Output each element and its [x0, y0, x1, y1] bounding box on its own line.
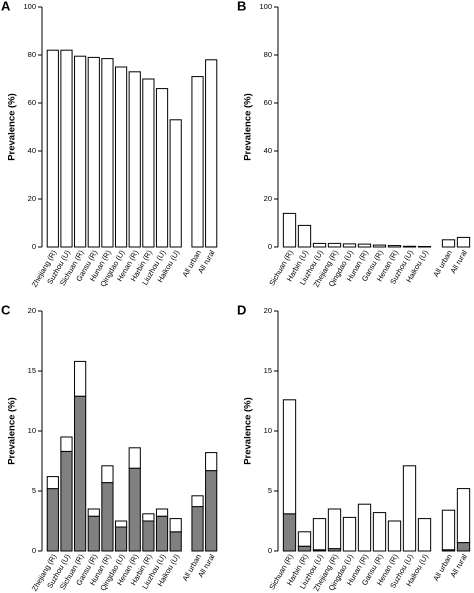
bar: [402, 465, 417, 552]
bar: [342, 243, 357, 248]
bar: [169, 531, 182, 552]
bar: [87, 508, 100, 517]
y-tick-label: 0: [268, 546, 272, 555]
bar: [128, 447, 141, 469]
bar: [169, 518, 182, 533]
bar: [282, 513, 297, 552]
bar: [297, 531, 312, 547]
bar: [372, 512, 387, 552]
bar: [357, 503, 372, 552]
y-tick-label: 5: [32, 486, 36, 495]
y-tick-label: 20: [264, 194, 272, 203]
bar: [60, 49, 73, 248]
bar: [327, 508, 342, 550]
bar: [128, 71, 141, 248]
y-tick-label: 10: [28, 426, 36, 435]
y-tick-label: 20: [28, 306, 36, 315]
bar: [191, 76, 204, 248]
y-tick-label: 80: [264, 50, 272, 59]
y-tick-label: 0: [32, 546, 36, 555]
bar: [372, 244, 387, 248]
y-tick-label: 60: [28, 98, 36, 107]
panel-label: A: [1, 0, 11, 13]
bar: [327, 242, 342, 248]
bar: [387, 245, 402, 248]
y-tick-label: 0: [268, 242, 272, 251]
x-tick-label: All urban: [431, 552, 454, 582]
panel-label: D: [237, 302, 246, 317]
y-tick-label: 40: [28, 146, 36, 155]
bar: [205, 452, 218, 472]
bar: [101, 465, 114, 484]
bar: [74, 395, 87, 552]
y-tick-label: 80: [28, 50, 36, 59]
y-axis-label: Prevalence (%): [7, 93, 18, 161]
bar: [114, 520, 128, 528]
bar: [114, 526, 128, 552]
y-tick-label: 0: [32, 242, 36, 251]
bar: [282, 212, 297, 248]
y-axis-label: Prevalence (%): [7, 397, 18, 465]
bar: [142, 513, 155, 522]
bar: [101, 58, 114, 248]
bar: [191, 506, 204, 552]
bar: [101, 482, 114, 552]
bar: [205, 470, 218, 552]
bar: [114, 66, 128, 248]
bar: [74, 55, 87, 248]
bar: [387, 520, 402, 552]
bar: [46, 49, 59, 248]
y-tick-label: 10: [264, 426, 272, 435]
bar: [46, 476, 59, 490]
bar: [402, 245, 417, 248]
y-axis-label: Prevalence (%): [243, 397, 254, 465]
panel-label: C: [1, 302, 11, 317]
x-tick-label: All urban: [431, 248, 454, 278]
bar: [456, 236, 471, 248]
bar: [169, 119, 182, 248]
y-tick-label: 100: [23, 2, 36, 11]
bar: [282, 399, 297, 515]
bar: [60, 436, 73, 452]
y-tick-label: 15: [28, 366, 36, 375]
y-tick-label: 60: [264, 98, 272, 107]
bar: [87, 515, 100, 552]
y-tick-label: 20: [28, 194, 36, 203]
panel-label: B: [237, 0, 246, 13]
bar: [456, 542, 471, 552]
bar: [74, 360, 87, 397]
bar: [312, 518, 327, 551]
bar: [357, 243, 372, 248]
y-tick-label: 40: [264, 146, 272, 155]
bar: [155, 515, 169, 552]
bar: [456, 488, 471, 544]
bar: [142, 520, 155, 552]
bar: [155, 508, 169, 517]
bar: [297, 224, 312, 248]
bar: [142, 78, 155, 248]
bar: [417, 518, 432, 552]
y-axis-label: Prevalence (%): [243, 93, 254, 161]
y-tick-label: 15: [264, 366, 272, 375]
bar: [297, 545, 312, 552]
y-tick-label: 100: [259, 2, 272, 11]
bar: [46, 488, 59, 552]
bar: [128, 467, 141, 552]
bar: [441, 239, 456, 248]
y-tick-label: 5: [268, 486, 272, 495]
bar: [191, 495, 204, 508]
bar: [60, 450, 73, 552]
bar: [441, 509, 456, 551]
bar: [312, 242, 327, 248]
bar: [205, 59, 218, 248]
bar: [87, 56, 100, 248]
y-tick-label: 20: [264, 306, 272, 315]
bar: [155, 88, 169, 248]
bar: [342, 516, 357, 552]
